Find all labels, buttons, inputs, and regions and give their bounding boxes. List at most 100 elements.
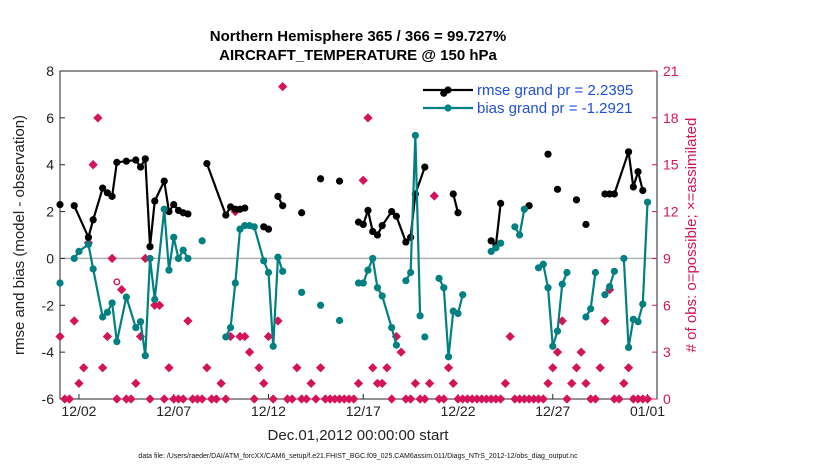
- obs-assimilated-marker: [202, 363, 212, 373]
- y-tick-label: 2: [46, 204, 54, 220]
- rmse-point: [56, 200, 64, 209]
- obs-assimilated-marker: [557, 316, 567, 326]
- y-tick-label: 6: [46, 110, 54, 126]
- bias-point: [198, 237, 206, 245]
- rmse-point: [264, 225, 273, 233]
- rmse-point: [487, 237, 495, 245]
- obs-assimilated-marker: [358, 175, 368, 185]
- bias-point: [421, 333, 429, 341]
- rmse-point: [454, 209, 462, 217]
- bias-point: [643, 198, 652, 206]
- obs-assimilated-marker: [93, 113, 103, 123]
- bias-point: [591, 268, 600, 277]
- rmse-point: [544, 150, 552, 158]
- obs-assimilated-marker: [112, 394, 122, 404]
- bias-point: [373, 284, 382, 292]
- obs-possible-marker: [113, 278, 121, 286]
- bias-line-segment: [622, 202, 649, 349]
- bias-point: [624, 343, 633, 352]
- bias-point: [459, 291, 467, 299]
- obs-assimilated-marker: [221, 394, 231, 404]
- rmse-point: [241, 204, 249, 212]
- series-layer: [55, 81, 653, 404]
- obs-assimilated-marker: [543, 378, 553, 389]
- bias-point: [582, 313, 590, 321]
- bias-point: [601, 291, 609, 299]
- obs-assimilated-marker: [396, 347, 406, 357]
- y-right-tick-label: 15: [663, 157, 679, 173]
- bias-point: [553, 327, 562, 335]
- obs-assimilated-marker: [292, 363, 302, 373]
- obs-assimilated-marker: [74, 378, 84, 389]
- bias-point: [634, 318, 642, 326]
- obs-assimilated-marker: [301, 394, 312, 404]
- bias-point: [113, 338, 121, 346]
- y-right-tick-label: 21: [663, 63, 679, 79]
- obs-assimilated-marker: [178, 394, 188, 404]
- chart-title: Northern Hemisphere 365 / 366 = 99.727%: [210, 28, 506, 45]
- obs-assimilated-marker: [278, 81, 288, 92]
- rmse-point: [146, 243, 154, 251]
- obs-assimilated-marker: [102, 331, 113, 342]
- bias-line-segment: [537, 263, 568, 348]
- rmse-point: [203, 159, 211, 168]
- obs-assimilated-marker: [562, 394, 572, 404]
- obs-assimilated-marker: [410, 378, 421, 389]
- rmse-point: [132, 156, 140, 164]
- bias-point: [392, 341, 401, 349]
- bias-point: [226, 323, 235, 332]
- bias-point: [165, 266, 173, 274]
- plot-frame: [59, 70, 658, 400]
- obs-assimilated-marker: [306, 378, 316, 389]
- bias-point: [274, 253, 282, 261]
- obs-assimilated-marker: [159, 394, 169, 404]
- bias-point: [316, 301, 325, 309]
- obs-assimilated-marker: [311, 394, 321, 404]
- x-tick-label: 12/22: [440, 403, 475, 419]
- obs-assimilated-marker: [363, 113, 373, 123]
- rmse-point: [89, 216, 97, 224]
- y-tick-label: -6: [42, 391, 55, 407]
- bias-point: [298, 288, 306, 296]
- obs-assimilated-marker: [424, 378, 435, 389]
- bias-point: [160, 205, 168, 213]
- obs-assimilated-marker: [581, 378, 591, 389]
- rmse-point: [136, 163, 145, 171]
- x-tick-label: 12/02: [61, 403, 96, 419]
- rmse-point: [359, 220, 367, 229]
- bias-line-segment: [358, 257, 398, 346]
- obs-assimilated-marker: [249, 394, 259, 404]
- obs-assimilated-marker: [595, 363, 605, 373]
- bias-point: [544, 284, 552, 292]
- obs-assimilated-marker: [590, 394, 601, 404]
- obs-assimilated-marker: [443, 363, 454, 373]
- rmse-point: [108, 192, 116, 200]
- rmse-point: [274, 192, 282, 200]
- bias-point: [497, 239, 505, 247]
- obs-assimilated-marker: [97, 363, 108, 373]
- bias-line-segment: [404, 134, 422, 316]
- rmse-point: [449, 190, 457, 198]
- legend-bias-label: bias grand pr = -1.2921: [477, 100, 633, 117]
- obs-assimilated-marker: [131, 378, 141, 389]
- bias-point: [89, 265, 97, 273]
- rmse-point: [122, 157, 130, 165]
- rmse-point: [141, 155, 149, 163]
- obs-assimilated-marker: [55, 331, 65, 342]
- bias-point: [179, 246, 187, 254]
- obs-assimilated-marker: [126, 394, 136, 404]
- bias-point: [151, 295, 159, 304]
- bias-point: [587, 305, 595, 313]
- legend: rmse grand pr = 2.2395 bias grand pr = -…: [423, 82, 633, 117]
- data-file-footnote: data file: /Users/raeder/DAI/ATM_forcXX/…: [138, 453, 578, 460]
- obs-assimilated-marker: [79, 363, 89, 373]
- obs-assimilated-marker: [154, 300, 165, 310]
- rmse-point: [392, 212, 401, 220]
- rmse-point: [582, 220, 590, 229]
- rmse-point: [610, 190, 618, 198]
- rmse-point: [113, 158, 121, 166]
- obs-assimilated-marker: [448, 378, 458, 389]
- obs-assimilated-marker: [315, 363, 326, 373]
- obs-assimilated-marker: [500, 378, 511, 389]
